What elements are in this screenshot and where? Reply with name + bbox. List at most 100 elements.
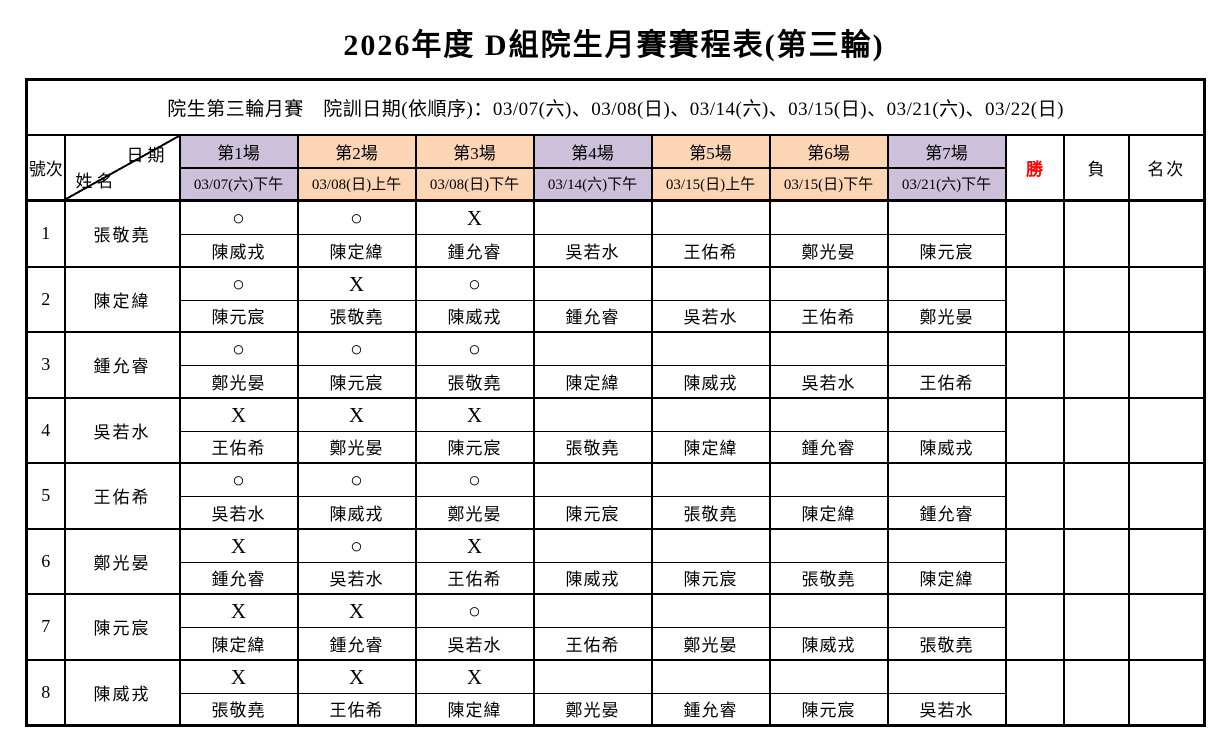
game-result-cell — [768, 593, 889, 628]
win-cell — [1004, 527, 1065, 595]
game-opponent-cell: 張敬堯 — [296, 299, 417, 333]
game-opponent-cell: 張敬堯 — [886, 627, 1007, 661]
game-result-cell — [532, 199, 653, 235]
game-result-cell: ○ — [296, 527, 417, 563]
win-header: 勝 — [1004, 133, 1065, 202]
game-opponent-cell: 陳定緯 — [768, 496, 889, 530]
game-column-date: 03/08(日)下午 — [414, 166, 535, 202]
game-result-cell: X — [414, 199, 535, 235]
game-result-cell — [650, 331, 771, 366]
game-column-label: 第4場 — [532, 133, 653, 169]
game-result-cell: X — [178, 396, 299, 432]
game-opponent-cell: 鍾允睿 — [768, 430, 889, 464]
header-name-label: 姓名 — [75, 172, 118, 191]
game-result-cell — [532, 658, 653, 694]
player-result-row: 7 陳元宸 X X ○ — [25, 593, 1206, 661]
game-opponent-cell: 陳定緯 — [414, 692, 535, 726]
player-name: 吳若水 — [63, 396, 181, 464]
game-opponent-cell: 鍾允睿 — [650, 692, 771, 726]
player-opponent-row: 鄭光晏 陳元宸 張敬堯 陳定緯 陳威戎 吳若水 王佑希 — [27, 365, 1205, 399]
player-name: 鍾允睿 — [63, 331, 181, 399]
game-result-cell: X — [178, 593, 299, 628]
rank-cell — [1127, 593, 1206, 661]
game-column-date: 03/15(日)上午 — [650, 166, 771, 202]
rank-header: 名次 — [1127, 133, 1206, 202]
info-row-text: 院生第三輪月賽 院訓日期(依順序)：03/07(六)、03/08(日)、03/1… — [25, 78, 1206, 136]
game-result-cell — [650, 462, 771, 497]
game-result-cell: ○ — [414, 462, 535, 497]
game-opponent-cell: 鄭光晏 — [414, 496, 535, 530]
game-result-cell: ○ — [414, 593, 535, 628]
game-opponent-cell: 吳若水 — [178, 496, 299, 530]
loss-header: 負 — [1062, 133, 1130, 202]
game-result-cell: X — [296, 593, 417, 628]
game-column-date: 03/14(六)下午 — [532, 166, 653, 202]
game-result-cell — [886, 396, 1007, 432]
game-opponent-cell: 吳若水 — [414, 627, 535, 661]
win-cell — [1004, 396, 1065, 464]
rank-cell — [1127, 462, 1206, 530]
game-opponent-cell: 陳定緯 — [650, 430, 771, 464]
game-result-cell — [886, 331, 1007, 366]
game-result-cell — [768, 199, 889, 235]
player-name: 王佑希 — [63, 462, 181, 530]
player-opponent-row: 陳元宸 張敬堯 陳威戎 鍾允睿 吳若水 王佑希 鄭光晏 — [27, 299, 1205, 333]
win-cell — [1004, 265, 1065, 333]
game-opponent-cell: 鄭光晏 — [178, 365, 299, 399]
game-opponent-cell: 張敬堯 — [178, 692, 299, 726]
player-result-row: 5 王佑希 ○ ○ ○ — [25, 462, 1206, 530]
player-name: 陳定緯 — [63, 265, 181, 333]
game-result-cell — [650, 396, 771, 432]
game-result-cell — [532, 265, 653, 301]
player-result-row: 6 鄭光晏 X ○ X — [25, 527, 1206, 595]
game-result-cell: ○ — [296, 331, 417, 366]
player-result-row: 3 鍾允睿 ○ ○ ○ — [25, 331, 1206, 399]
game-opponent-cell: 吳若水 — [296, 561, 417, 595]
game-opponent-cell: 王佑希 — [296, 692, 417, 726]
game-opponent-cell: 吳若水 — [886, 692, 1007, 726]
game-opponent-cell: 吳若水 — [532, 234, 653, 268]
game-opponent-cell: 陳威戎 — [296, 496, 417, 530]
game-opponent-cell: 王佑希 — [768, 299, 889, 333]
game-result-cell: X — [178, 658, 299, 694]
game-opponent-cell: 陳定緯 — [296, 234, 417, 268]
game-column-label: 第7場 — [886, 133, 1007, 169]
game-opponent-cell: 張敬堯 — [532, 430, 653, 464]
game-opponent-cell: 陳威戎 — [886, 430, 1007, 464]
player-opponent-row: 吳若水 陳威戎 鄭光晏 陳元宸 張敬堯 陳定緯 鍾允睿 — [27, 496, 1205, 530]
game-opponent-cell: 陳威戎 — [178, 234, 299, 268]
rank-cell — [1127, 658, 1206, 726]
game-opponent-cell: 陳定緯 — [178, 627, 299, 661]
game-result-cell: ○ — [414, 265, 535, 301]
player-name: 鄭光晏 — [63, 527, 181, 595]
game-opponent-cell: 鍾允睿 — [414, 234, 535, 268]
game-opponent-cell: 陳定緯 — [886, 561, 1007, 595]
game-result-cell: ○ — [178, 265, 299, 301]
schedule-table: 院生第三輪月賽 院訓日期(依順序)：03/07(六)、03/08(日)、03/1… — [25, 78, 1207, 727]
player-number: 7 — [25, 593, 66, 661]
game-result-cell — [886, 593, 1007, 628]
game-result-cell: X — [178, 527, 299, 563]
game-opponent-cell: 王佑希 — [178, 430, 299, 464]
game-result-cell: ○ — [178, 331, 299, 366]
game-result-cell: X — [414, 396, 535, 432]
game-column-label: 第3場 — [414, 133, 535, 169]
game-column-date: 03/21(六)下午 — [886, 166, 1007, 202]
game-opponent-cell: 鄭光晏 — [296, 430, 417, 464]
player-result-row: 8 陳威戎 X X X — [25, 658, 1206, 726]
player-name: 陳威戎 — [63, 658, 181, 726]
player-opponent-row: 張敬堯 王佑希 陳定緯 鄭光晏 鍾允睿 陳元宸 吳若水 — [27, 692, 1205, 726]
game-result-cell — [650, 527, 771, 563]
game-result-cell: X — [296, 396, 417, 432]
game-opponent-cell: 王佑希 — [886, 365, 1007, 399]
loss-cell — [1062, 331, 1130, 399]
game-opponent-cell: 陳元宸 — [296, 365, 417, 399]
game-column-date: 03/15(日)下午 — [768, 166, 889, 202]
game-opponent-cell: 吳若水 — [768, 365, 889, 399]
rank-cell — [1127, 396, 1206, 464]
game-opponent-cell: 鍾允睿 — [532, 299, 653, 333]
game-opponent-cell: 張敬堯 — [768, 561, 889, 595]
game-result-cell — [768, 527, 889, 563]
game-opponent-cell: 陳元宸 — [768, 692, 889, 726]
game-opponent-cell: 鄭光晏 — [650, 627, 771, 661]
